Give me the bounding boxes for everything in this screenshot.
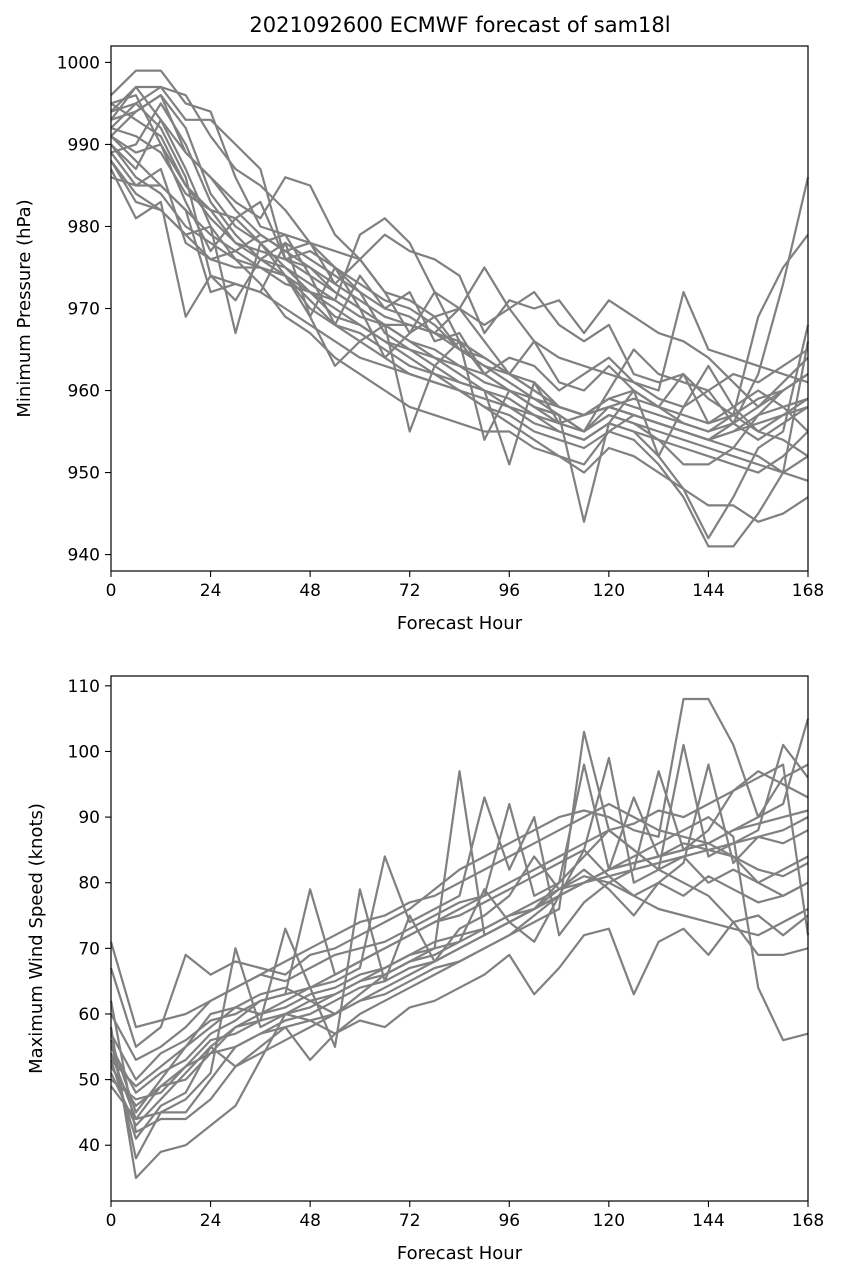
pressure-x-axis-label: Forecast Hour: [397, 613, 523, 634]
pressure-ensemble-member-line: [110, 85, 809, 433]
pressure-x-tick-label: 24: [200, 581, 222, 601]
wind-ensemble-member-line: [109, 770, 809, 1121]
pressure-y-tick-label: 980: [68, 217, 100, 237]
wind-y-tick-label: 110: [68, 677, 100, 697]
chart-title: 2021092600 ECMWF forecast of sam18l: [249, 13, 670, 37]
pressure-plot: 0 24 48 72 96 120 144 168 940 950 960 970 980 990 1000…: [14, 45, 824, 634]
pressure-ensemble-member-line: [110, 102, 809, 466]
wind-y-axis-label: Maximum Wind Speed (knots): [26, 803, 47, 1074]
pressure-y-tick-label: 1000: [57, 53, 100, 73]
pressure-ensemble-member-line: [110, 102, 810, 548]
wind-ensemble-member-line: [110, 763, 809, 1081]
wind-ensemble-member-line: [109, 855, 809, 1114]
wind-ensemble-member-line: [110, 763, 809, 1127]
wind-y-tick-label: 80: [78, 874, 100, 894]
pressure-plot-frame: [110, 45, 809, 572]
wind-y-tick-label: 70: [78, 939, 100, 959]
wind-x-tick-label: 48: [299, 1211, 321, 1231]
pressure-axis-ticks: 0 24 48 72 96 120 144 168 940 950 960 970 980 990 1000: [57, 53, 824, 601]
pressure-y-tick-label: 950: [68, 464, 100, 484]
wind-x-axis-label: Forecast Hour: [397, 1243, 523, 1264]
wind-ensemble-member-line: [109, 718, 810, 1029]
wind-y-tick-label: 90: [78, 808, 100, 828]
pressure-x-tick-label: 0: [106, 581, 117, 601]
pressure-y-axis-label: Minimum Pressure (hPa): [14, 199, 35, 417]
wind-x-tick-label: 0: [106, 1211, 117, 1231]
pressure-ensemble-member-line: [110, 94, 809, 425]
wind-ensemble-member-line: [109, 697, 809, 1048]
pressure-x-tick-label: 144: [692, 581, 724, 601]
wind-x-tick-label: 24: [200, 1211, 222, 1231]
wind-y-tick-label: 50: [78, 1071, 100, 1091]
pressure-ensemble-member-line: [110, 126, 809, 392]
pressure-x-tick-label: 48: [299, 581, 321, 601]
pressure-ensemble-member-line: [110, 85, 809, 433]
pressure-y-tick-label: 960: [68, 382, 100, 402]
wind-x-tick-label: 72: [399, 1211, 421, 1231]
wind-plot-frame: [110, 675, 809, 1202]
pressure-ensemble-member-line: [110, 118, 809, 482]
pressure-series-group: [110, 69, 810, 548]
wind-series-group: [109, 697, 810, 1180]
pressure-ensemble-member-line: [110, 151, 809, 408]
wind-x-tick-label: 144: [692, 1211, 724, 1231]
wind-ensemble-member-line: [110, 770, 809, 1088]
pressure-ensemble-member-line: [110, 168, 809, 474]
pressure-ensemble-member-line: [110, 102, 809, 441]
pressure-x-tick-label: 72: [399, 581, 421, 601]
pressure-y-tick-label: 970: [68, 300, 100, 320]
wind-axis-ticks: 0 24 48 72 96 120 144 168 40 50 60 70 80 90 100 110: [68, 677, 825, 1231]
wind-ensemble-member-line: [110, 743, 809, 1094]
pressure-ensemble-member-line: [110, 176, 809, 433]
wind-y-tick-label: 100: [68, 742, 100, 762]
pressure-x-tick-label: 168: [792, 581, 824, 601]
wind-x-tick-label: 168: [792, 1211, 824, 1231]
wind-ensemble-member-line: [110, 914, 809, 1121]
pressure-x-tick-label: 120: [593, 581, 625, 601]
wind-plot: 0 24 48 72 96 120 144 168 40 50 60 70 80 90 100 110 For…: [26, 675, 825, 1264]
wind-ensemble-member-line: [110, 809, 809, 1101]
wind-x-tick-label: 120: [593, 1211, 625, 1231]
pressure-ensemble-member-line: [110, 135, 809, 433]
pressure-ensemble-member-line: [110, 94, 810, 540]
wind-x-tick-label: 96: [498, 1211, 520, 1231]
pressure-x-tick-label: 96: [498, 581, 520, 601]
wind-ensemble-member-line: [110, 763, 810, 1062]
pressure-y-tick-label: 990: [68, 135, 100, 155]
wind-ensemble-member-line: [109, 730, 809, 1140]
pressure-y-tick-label: 940: [68, 546, 100, 566]
wind-y-tick-label: 40: [78, 1136, 100, 1156]
wind-ensemble-member-line: [109, 829, 809, 1160]
wind-y-tick-label: 60: [78, 1005, 100, 1025]
